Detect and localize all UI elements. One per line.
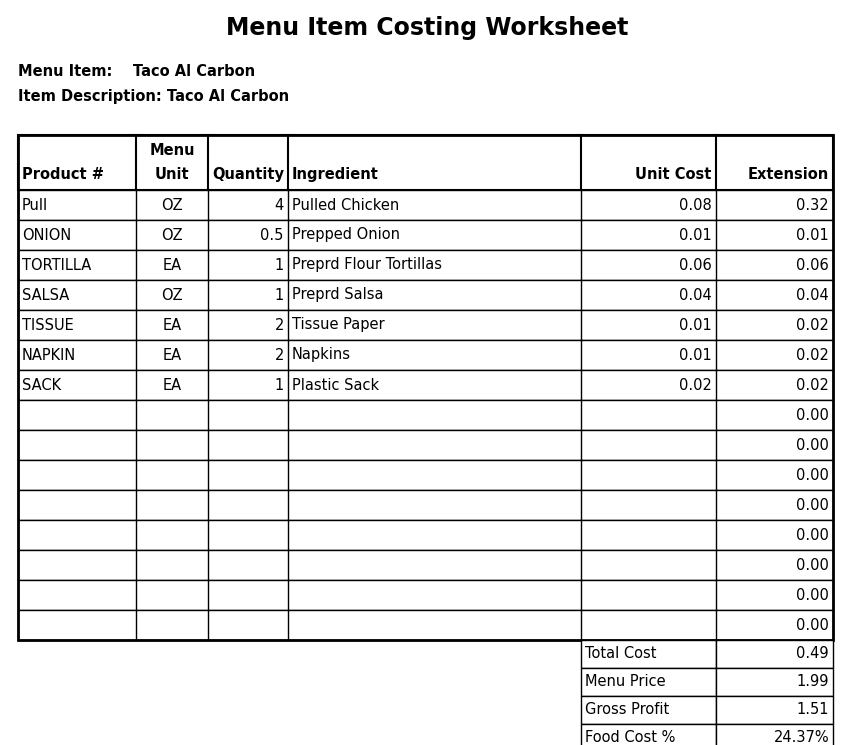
Text: OZ: OZ bbox=[162, 227, 183, 243]
Bar bbox=[18, 460, 833, 490]
Text: Menu Item:    Taco Al Carbon: Menu Item: Taco Al Carbon bbox=[18, 65, 255, 80]
Text: SACK: SACK bbox=[22, 378, 61, 393]
Text: TISSUE: TISSUE bbox=[22, 317, 74, 332]
Text: 0.06: 0.06 bbox=[796, 258, 829, 273]
Text: Unit: Unit bbox=[155, 167, 189, 182]
Text: Total Cost: Total Cost bbox=[585, 647, 657, 662]
Bar bbox=[581, 668, 716, 696]
Text: 4: 4 bbox=[274, 197, 284, 212]
Text: Extension: Extension bbox=[748, 167, 829, 182]
Text: 0.02: 0.02 bbox=[679, 378, 711, 393]
Bar bbox=[18, 250, 833, 280]
Text: Ingredient: Ingredient bbox=[292, 167, 379, 182]
Text: Quantity: Quantity bbox=[212, 167, 284, 182]
Text: 0.00: 0.00 bbox=[796, 437, 829, 452]
Text: EA: EA bbox=[162, 347, 181, 363]
Text: 0.00: 0.00 bbox=[796, 498, 829, 513]
Text: TORTILLA: TORTILLA bbox=[22, 258, 91, 273]
Bar bbox=[581, 724, 716, 745]
Text: 0.00: 0.00 bbox=[796, 588, 829, 603]
Text: Plastic Sack: Plastic Sack bbox=[292, 378, 379, 393]
Bar bbox=[716, 724, 833, 745]
Bar bbox=[18, 400, 833, 430]
Text: 0.01: 0.01 bbox=[679, 347, 711, 363]
Text: Menu Price: Menu Price bbox=[585, 674, 666, 690]
Text: 0.00: 0.00 bbox=[796, 468, 829, 483]
Text: 0.04: 0.04 bbox=[796, 288, 829, 302]
Text: 0.32: 0.32 bbox=[796, 197, 829, 212]
Text: Menu: Menu bbox=[150, 143, 195, 158]
Text: Food Cost %: Food Cost % bbox=[585, 731, 675, 745]
Text: 24.37%: 24.37% bbox=[774, 731, 829, 745]
Text: 0.02: 0.02 bbox=[796, 378, 829, 393]
Text: 0.02: 0.02 bbox=[796, 347, 829, 363]
Bar bbox=[716, 696, 833, 724]
Text: NAPKIN: NAPKIN bbox=[22, 347, 76, 363]
Text: 2: 2 bbox=[274, 317, 284, 332]
Text: EA: EA bbox=[162, 258, 181, 273]
Bar bbox=[18, 280, 833, 310]
Text: Prepped Onion: Prepped Onion bbox=[292, 227, 400, 243]
Text: 0.00: 0.00 bbox=[796, 618, 829, 633]
Bar bbox=[18, 580, 833, 610]
Bar bbox=[18, 370, 833, 400]
Bar bbox=[18, 430, 833, 460]
Text: 0.00: 0.00 bbox=[796, 408, 829, 422]
Bar bbox=[18, 550, 833, 580]
Text: 0.02: 0.02 bbox=[796, 317, 829, 332]
Text: Product #: Product # bbox=[22, 167, 104, 182]
Text: Tissue Paper: Tissue Paper bbox=[292, 317, 385, 332]
Text: EA: EA bbox=[162, 317, 181, 332]
Text: 0.01: 0.01 bbox=[679, 317, 711, 332]
Bar bbox=[18, 610, 833, 640]
Bar bbox=[18, 490, 833, 520]
Bar bbox=[18, 190, 833, 220]
Text: 0.01: 0.01 bbox=[796, 227, 829, 243]
Text: OZ: OZ bbox=[162, 197, 183, 212]
Bar bbox=[716, 668, 833, 696]
Text: Napkins: Napkins bbox=[292, 347, 351, 363]
Text: EA: EA bbox=[162, 378, 181, 393]
Text: 1: 1 bbox=[274, 378, 284, 393]
Bar bbox=[716, 640, 833, 668]
Bar bbox=[18, 135, 833, 640]
Text: 1.99: 1.99 bbox=[797, 674, 829, 690]
Text: 0.06: 0.06 bbox=[679, 258, 711, 273]
Text: 1.51: 1.51 bbox=[797, 703, 829, 717]
Text: Item Description: Taco Al Carbon: Item Description: Taco Al Carbon bbox=[18, 89, 289, 104]
Text: Preprd Flour Tortillas: Preprd Flour Tortillas bbox=[292, 258, 442, 273]
Text: 0.00: 0.00 bbox=[796, 557, 829, 572]
Text: Preprd Salsa: Preprd Salsa bbox=[292, 288, 383, 302]
Bar bbox=[18, 340, 833, 370]
Text: Pull: Pull bbox=[22, 197, 48, 212]
Text: 0.49: 0.49 bbox=[796, 647, 829, 662]
Text: 0.00: 0.00 bbox=[796, 527, 829, 542]
Text: 0.5: 0.5 bbox=[261, 227, 284, 243]
Bar bbox=[581, 640, 716, 668]
Text: 0.01: 0.01 bbox=[679, 227, 711, 243]
Bar bbox=[18, 310, 833, 340]
Text: 0.04: 0.04 bbox=[679, 288, 711, 302]
Text: OZ: OZ bbox=[162, 288, 183, 302]
Bar bbox=[18, 220, 833, 250]
Text: 1: 1 bbox=[274, 258, 284, 273]
Text: Menu Item Costing Worksheet: Menu Item Costing Worksheet bbox=[227, 16, 628, 40]
Text: 2: 2 bbox=[274, 347, 284, 363]
Text: Unit Cost: Unit Cost bbox=[635, 167, 711, 182]
Text: 1: 1 bbox=[274, 288, 284, 302]
Text: Pulled Chicken: Pulled Chicken bbox=[292, 197, 399, 212]
Bar bbox=[581, 696, 716, 724]
Text: ONION: ONION bbox=[22, 227, 71, 243]
Text: Gross Profit: Gross Profit bbox=[585, 703, 669, 717]
Text: 0.08: 0.08 bbox=[679, 197, 711, 212]
Bar bbox=[18, 135, 833, 190]
Bar bbox=[18, 520, 833, 550]
Text: SALSA: SALSA bbox=[22, 288, 69, 302]
